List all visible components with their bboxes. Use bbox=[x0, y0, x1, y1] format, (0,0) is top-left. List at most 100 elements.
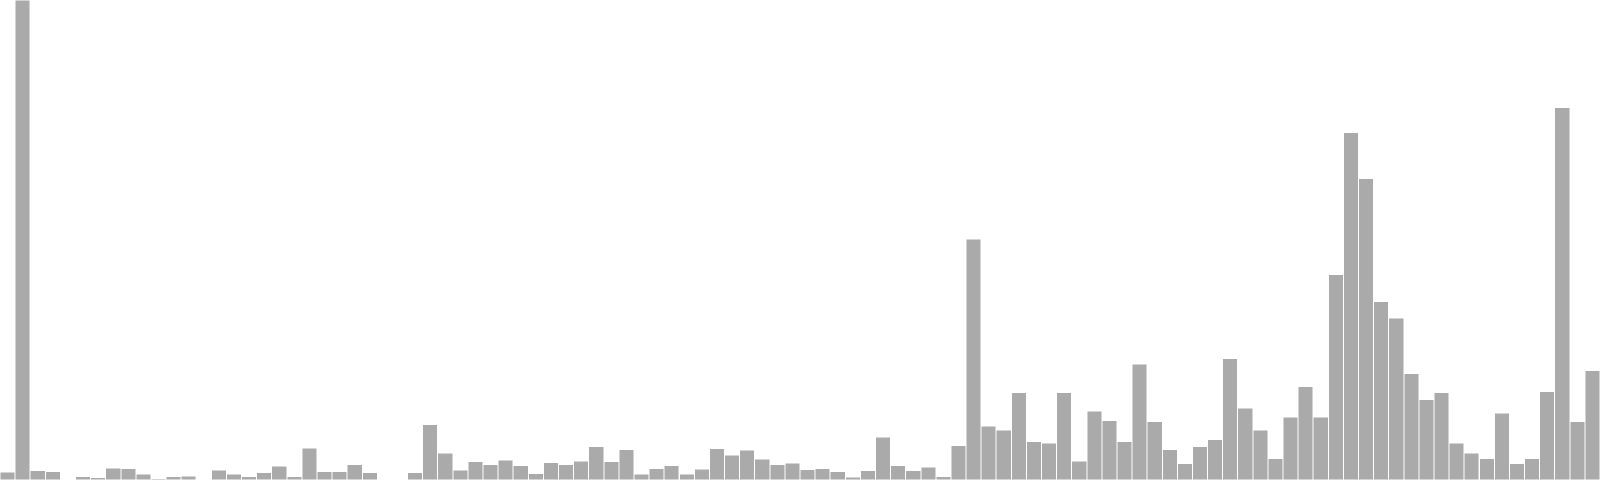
bar-46 bbox=[693, 468, 710, 480]
bar-87 bbox=[1312, 416, 1329, 480]
bar-63 bbox=[950, 444, 967, 480]
bar-105 bbox=[1584, 370, 1600, 480]
bar-49 bbox=[739, 449, 756, 480]
bar-48 bbox=[724, 454, 741, 480]
bar-54 bbox=[814, 467, 831, 480]
bar-3 bbox=[44, 470, 61, 480]
bar-76 bbox=[1146, 420, 1163, 480]
bar-89 bbox=[1342, 131, 1359, 480]
bar-40 bbox=[603, 460, 620, 480]
bar-79 bbox=[1191, 445, 1209, 480]
bar-23 bbox=[346, 464, 363, 480]
bar-32 bbox=[482, 464, 499, 480]
bar-27 bbox=[407, 471, 424, 480]
bar-69 bbox=[1041, 442, 1058, 480]
bar-91 bbox=[1373, 300, 1390, 480]
bar-43 bbox=[648, 467, 665, 480]
bar-55 bbox=[829, 470, 846, 480]
bar-84 bbox=[1267, 457, 1284, 480]
bar-31 bbox=[467, 460, 484, 480]
bar-34 bbox=[512, 465, 529, 480]
bar-65 bbox=[980, 425, 997, 480]
bar-12 bbox=[180, 475, 197, 480]
bar-19 bbox=[286, 476, 303, 480]
bar-0 bbox=[0, 471, 16, 480]
bar-8 bbox=[120, 467, 137, 480]
bar-39 bbox=[588, 445, 605, 480]
bar-11 bbox=[165, 476, 182, 480]
bar-85 bbox=[1282, 416, 1299, 480]
bar-102 bbox=[1539, 391, 1556, 480]
bar-99 bbox=[1493, 412, 1510, 480]
bar-95 bbox=[1433, 392, 1450, 480]
bar-88 bbox=[1327, 274, 1344, 480]
bar-71 bbox=[1071, 460, 1088, 480]
bar-14 bbox=[210, 469, 227, 480]
bar-2 bbox=[29, 469, 46, 480]
bar-47 bbox=[708, 447, 726, 480]
bar-33 bbox=[497, 459, 514, 480]
bar-53 bbox=[799, 468, 816, 480]
bar-68 bbox=[1025, 441, 1043, 480]
bar-28 bbox=[422, 423, 439, 480]
bar-51 bbox=[769, 464, 786, 480]
bar-58 bbox=[874, 436, 892, 480]
bar-72 bbox=[1086, 410, 1103, 480]
bar-29 bbox=[437, 452, 454, 480]
bar-97 bbox=[1463, 452, 1480, 480]
bar-67 bbox=[1010, 392, 1027, 480]
bar-98 bbox=[1478, 457, 1495, 480]
bar-70 bbox=[1056, 392, 1073, 480]
bar-18 bbox=[271, 465, 288, 480]
bar-16 bbox=[241, 476, 258, 480]
bar-21 bbox=[316, 470, 333, 480]
bar-35 bbox=[527, 472, 544, 480]
bar-80 bbox=[1207, 439, 1224, 480]
bar-57 bbox=[859, 469, 876, 480]
bar-75 bbox=[1131, 363, 1148, 480]
bar-81 bbox=[1222, 358, 1239, 480]
bar-38 bbox=[573, 460, 590, 480]
bar-1 bbox=[14, 0, 31, 480]
bar-86 bbox=[1297, 385, 1314, 480]
bar-74 bbox=[1116, 441, 1133, 480]
bar-37 bbox=[557, 464, 575, 480]
bar-66 bbox=[995, 429, 1012, 480]
bar-41 bbox=[618, 448, 635, 480]
bar-83 bbox=[1252, 429, 1269, 480]
bar-78 bbox=[1176, 463, 1193, 480]
bar-60 bbox=[905, 469, 922, 480]
bar-64 bbox=[965, 238, 982, 480]
bar-22 bbox=[331, 470, 348, 480]
bar-52 bbox=[784, 462, 801, 480]
bar-59 bbox=[890, 465, 907, 480]
bar-42 bbox=[633, 473, 650, 480]
bar-93 bbox=[1403, 372, 1420, 480]
bar-24 bbox=[361, 471, 378, 480]
bar-96 bbox=[1448, 442, 1465, 480]
bar-90 bbox=[1357, 178, 1375, 480]
bar-61 bbox=[920, 466, 937, 480]
bar-45 bbox=[678, 473, 695, 480]
bar-94 bbox=[1418, 398, 1435, 480]
bar-103 bbox=[1554, 107, 1571, 480]
bar-5 bbox=[74, 476, 92, 480]
bar-100 bbox=[1508, 463, 1526, 480]
bar-62 bbox=[935, 476, 952, 480]
bar-44 bbox=[663, 465, 680, 480]
bar-82 bbox=[1237, 407, 1254, 480]
bar-36 bbox=[542, 462, 559, 480]
bar-15 bbox=[225, 473, 243, 480]
bar-7 bbox=[105, 467, 122, 480]
bar-104 bbox=[1569, 420, 1586, 480]
bar-77 bbox=[1161, 448, 1178, 480]
bar-30 bbox=[452, 469, 469, 480]
bar-50 bbox=[754, 458, 771, 480]
bar-9 bbox=[135, 473, 152, 480]
bar-92 bbox=[1388, 317, 1405, 480]
bar-73 bbox=[1101, 419, 1118, 480]
bar-17 bbox=[256, 471, 273, 480]
